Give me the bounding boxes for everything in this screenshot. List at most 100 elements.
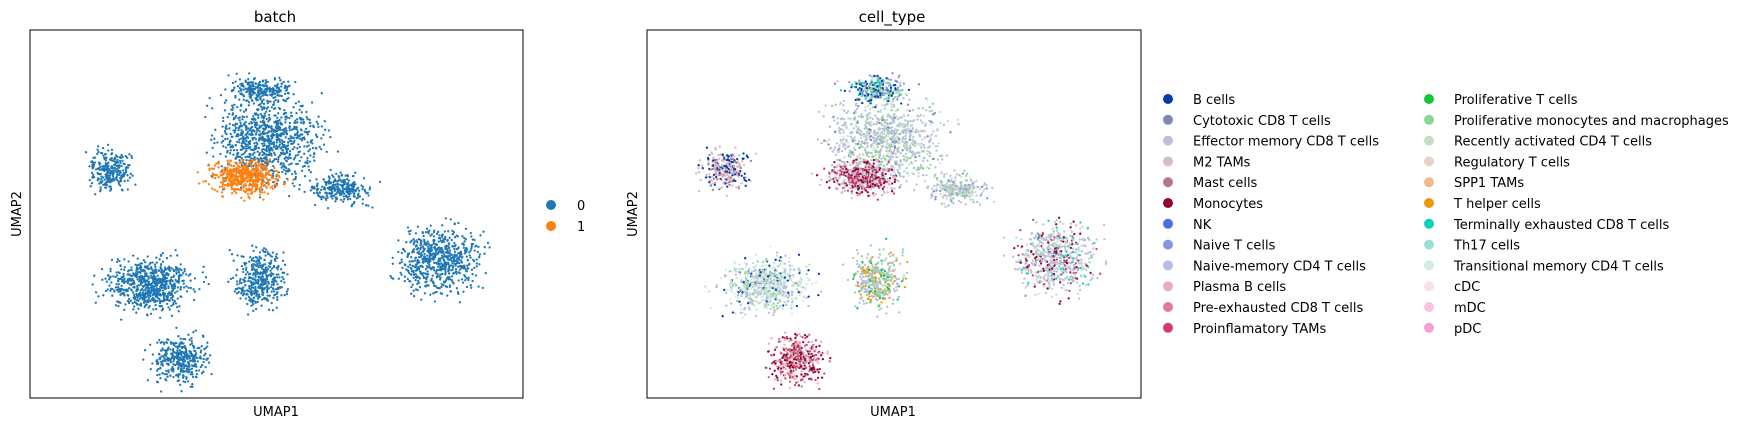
scatter-point: [232, 88, 235, 92]
scatter-point: [840, 108, 843, 111]
scatter-point: [128, 273, 131, 276]
scatter-point: [182, 380, 185, 383]
scatter-point: [111, 177, 114, 180]
scatter-point: [134, 183, 137, 186]
scatter-point: [261, 167, 264, 170]
scatter-point: [920, 142, 923, 145]
scatter-point: [281, 275, 284, 279]
scatter-point: [260, 95, 263, 98]
scatter-point: [422, 274, 425, 278]
scatter-point: [339, 183, 343, 187]
scatter-point: [162, 274, 165, 277]
scatter-point: [941, 158, 944, 161]
scatter-point: [130, 154, 133, 158]
scatter-point: [243, 137, 246, 140]
scatter-point: [159, 376, 162, 380]
scatter-point: [225, 99, 228, 102]
scatter-point: [213, 164, 217, 167]
scatter-point: [246, 302, 249, 306]
scatter-point: [428, 254, 432, 257]
scatter-point: [853, 139, 857, 142]
scatter-point: [838, 103, 842, 106]
scatter-point: [259, 170, 262, 173]
scatter-point: [272, 107, 276, 111]
scatter-point: [271, 103, 275, 107]
scatter-point: [312, 191, 316, 195]
scatter-point: [123, 265, 126, 269]
scatter-point: [263, 286, 267, 290]
scatter-point: [155, 283, 158, 287]
scatter-point: [253, 282, 256, 285]
scatter-point: [275, 252, 278, 256]
scatter-point: [271, 174, 275, 178]
scatter-point: [268, 109, 271, 113]
scatter-point: [424, 285, 427, 288]
scatter-point: [931, 142, 935, 145]
scatter-point: [474, 274, 478, 277]
scatter-point: [235, 188, 238, 191]
scatter-point: [264, 78, 267, 82]
scatter-point: [111, 174, 115, 178]
scatter-point: [307, 144, 310, 147]
scatter-point: [478, 263, 481, 266]
scatter-point: [239, 124, 243, 127]
scatter-point: [126, 282, 130, 285]
scatter-point: [281, 140, 285, 143]
scatter-point: [208, 168, 211, 172]
scatter-point: [119, 290, 122, 293]
scatter-point: [191, 359, 195, 362]
scatter-point: [240, 129, 243, 132]
scatter-point: [879, 149, 882, 153]
scatter-point: [248, 160, 251, 164]
scatter-point: [443, 268, 446, 271]
scatter-point: [174, 265, 178, 269]
scatter-point: [448, 251, 451, 255]
scatter-point: [160, 309, 164, 312]
scatter-point: [249, 297, 252, 300]
scatter-point: [170, 368, 174, 372]
scatter-point: [342, 179, 345, 182]
scatter-point: [271, 176, 274, 179]
scatter-point: [166, 349, 169, 352]
scatter-point: [88, 178, 91, 182]
scatter-point: [151, 362, 154, 365]
scatter-point: [109, 270, 112, 273]
scatter-point: [200, 345, 203, 348]
scatter-point: [263, 112, 266, 115]
scatter-point: [189, 279, 192, 282]
scatter-point: [435, 243, 438, 246]
scatter-point: [159, 253, 163, 257]
scatter-point: [88, 165, 91, 168]
scatter-point: [116, 300, 119, 303]
scatter-point: [261, 150, 264, 153]
scatter-point: [262, 132, 265, 136]
scatter-point: [141, 277, 144, 281]
scatter-point: [284, 127, 288, 130]
scatter-point: [283, 281, 286, 284]
scatter-point: [127, 294, 130, 297]
scatter-point: [429, 224, 432, 227]
scatter-point: [433, 300, 437, 303]
scatter-point: [242, 278, 245, 281]
scatter-point: [134, 273, 137, 277]
scatter-point: [121, 278, 124, 282]
scatter-point: [183, 267, 186, 271]
scatter-point: [870, 121, 873, 124]
scatter-point: [286, 147, 290, 151]
scatter-point: [442, 240, 446, 243]
scatter-point: [257, 89, 260, 92]
scatter-point: [220, 191, 224, 194]
scatter-point: [816, 138, 820, 141]
scatter-point: [844, 121, 847, 124]
batch-legend-marker: [546, 200, 556, 210]
scatter-point: [165, 352, 168, 355]
scatter-point: [264, 160, 267, 163]
scatter-point: [256, 113, 260, 117]
scatter-point: [184, 350, 187, 354]
scatter-point: [118, 164, 121, 167]
scatter-point: [229, 149, 232, 152]
scatter-point: [252, 129, 255, 132]
scatter-point: [470, 286, 473, 289]
scatter-point: [190, 340, 193, 343]
scatter-point: [936, 144, 940, 148]
